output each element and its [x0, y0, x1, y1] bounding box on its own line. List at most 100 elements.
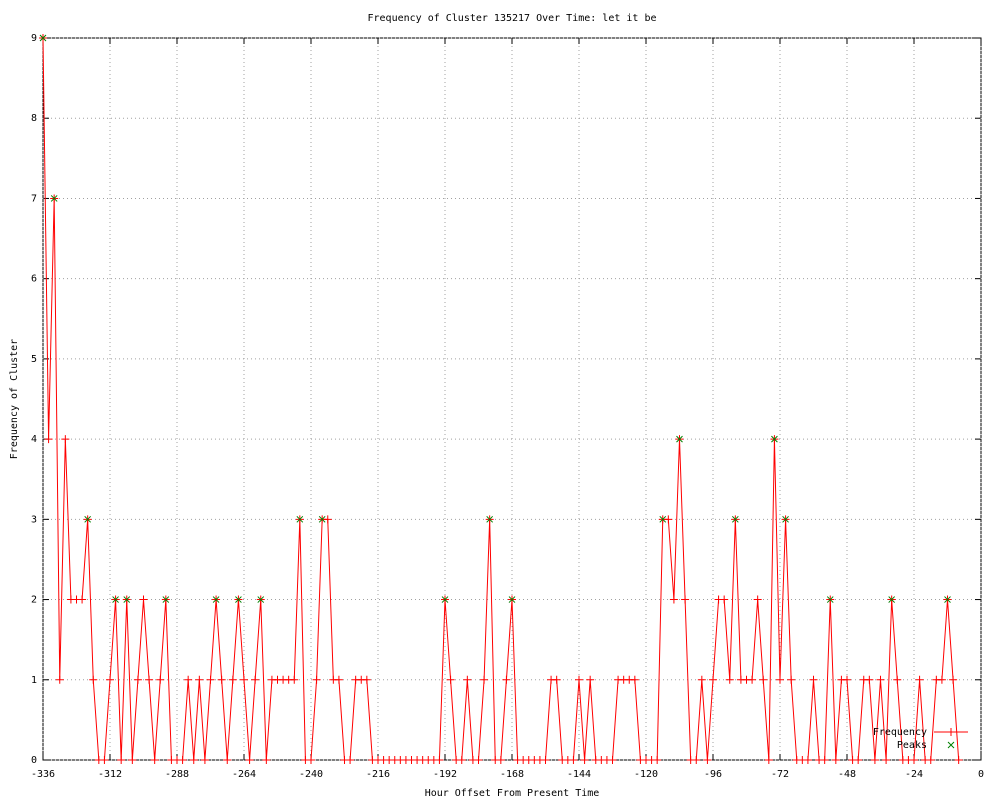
data-point	[195, 675, 204, 684]
data-point	[334, 675, 343, 684]
data-point	[84, 515, 92, 523]
data-point	[257, 596, 265, 603]
data-point	[150, 756, 159, 764]
data-point	[937, 675, 946, 684]
data-point	[117, 756, 126, 764]
data-point	[228, 675, 237, 684]
data-point	[312, 675, 321, 684]
data-point	[944, 596, 951, 603]
data-point	[664, 515, 673, 524]
data-point	[323, 515, 332, 524]
legend-label: Peaks	[897, 740, 927, 751]
x-axis-label: Hour Offset From Present Time	[425, 788, 600, 799]
y-tick-label: 8	[31, 113, 37, 124]
data-point	[486, 515, 494, 523]
data-point	[681, 595, 690, 604]
data-point	[865, 675, 874, 684]
data-point	[820, 756, 829, 764]
data-point	[55, 675, 64, 684]
x-tick-label: -192	[433, 769, 457, 780]
data-point	[139, 595, 148, 604]
x-tick-label: -240	[299, 769, 323, 780]
data-point	[240, 675, 248, 684]
data-point	[508, 596, 516, 603]
data-point	[831, 756, 840, 764]
x-tick-label: -216	[366, 769, 390, 780]
data-point	[156, 675, 165, 684]
data-point	[362, 675, 371, 684]
data-point	[145, 675, 154, 684]
data-point	[78, 595, 87, 604]
data-point	[189, 756, 198, 764]
data-point	[217, 675, 226, 684]
legend-marker	[947, 741, 955, 749]
data-point	[44, 435, 53, 444]
data-point	[200, 756, 209, 764]
data-point	[771, 435, 778, 443]
data-point	[803, 756, 812, 764]
legend-label: Frequency	[873, 727, 927, 738]
x-tick-label: -48	[838, 769, 856, 780]
data-point	[457, 756, 466, 764]
data-point	[692, 756, 701, 764]
data-point	[731, 515, 739, 523]
x-tick-label: -168	[500, 769, 524, 780]
data-point	[346, 756, 355, 764]
data-point	[703, 756, 712, 764]
data-point	[910, 756, 918, 764]
data-point	[915, 675, 924, 684]
data-point	[262, 756, 271, 764]
data-point	[608, 756, 617, 764]
data-point	[100, 756, 109, 764]
data-point	[854, 756, 863, 764]
y-axis-label: Frequency of Cluster	[9, 339, 20, 459]
data-point	[725, 675, 734, 684]
data-point	[318, 515, 326, 523]
x-tick-label: -264	[232, 769, 256, 780]
x-tick-label: -24	[905, 769, 923, 780]
data-point	[669, 595, 678, 604]
x-tick-label: -144	[567, 769, 591, 780]
x-tick-label: -120	[634, 769, 658, 780]
data-point	[676, 435, 683, 443]
data-point	[888, 596, 896, 603]
data-point	[178, 756, 187, 764]
data-point	[575, 675, 583, 684]
data-point	[826, 596, 834, 603]
data-point	[112, 596, 119, 603]
data-point	[876, 675, 885, 684]
data-point	[748, 675, 757, 684]
data-point	[106, 675, 114, 684]
data-point	[787, 675, 796, 684]
x-tick-label: -312	[98, 769, 122, 780]
x-tick-label: -336	[31, 769, 55, 780]
data-point	[586, 675, 595, 684]
x-tick-label: -96	[704, 769, 722, 780]
data-point	[235, 596, 242, 603]
data-point	[133, 675, 142, 684]
data-point	[949, 675, 958, 684]
data-point	[184, 675, 193, 684]
data-point	[206, 675, 215, 684]
data-point	[480, 675, 489, 684]
y-tick-label: 3	[31, 514, 37, 525]
y-tick-label: 7	[31, 193, 37, 204]
y-tick-label: 1	[31, 675, 37, 686]
data-point	[759, 675, 768, 684]
data-point	[776, 675, 784, 684]
y-tick-label: 6	[31, 274, 37, 285]
data-point	[809, 675, 818, 684]
data-point	[541, 756, 550, 764]
data-point	[212, 596, 220, 603]
data-point	[474, 756, 483, 764]
data-point	[502, 675, 511, 684]
data-point	[569, 756, 578, 764]
data-point	[630, 675, 639, 684]
data-point	[162, 596, 170, 603]
legend-marker	[947, 728, 955, 736]
x-tick-label: -72	[771, 769, 789, 780]
data-point	[307, 756, 315, 764]
y-tick-label: 9	[31, 33, 37, 44]
